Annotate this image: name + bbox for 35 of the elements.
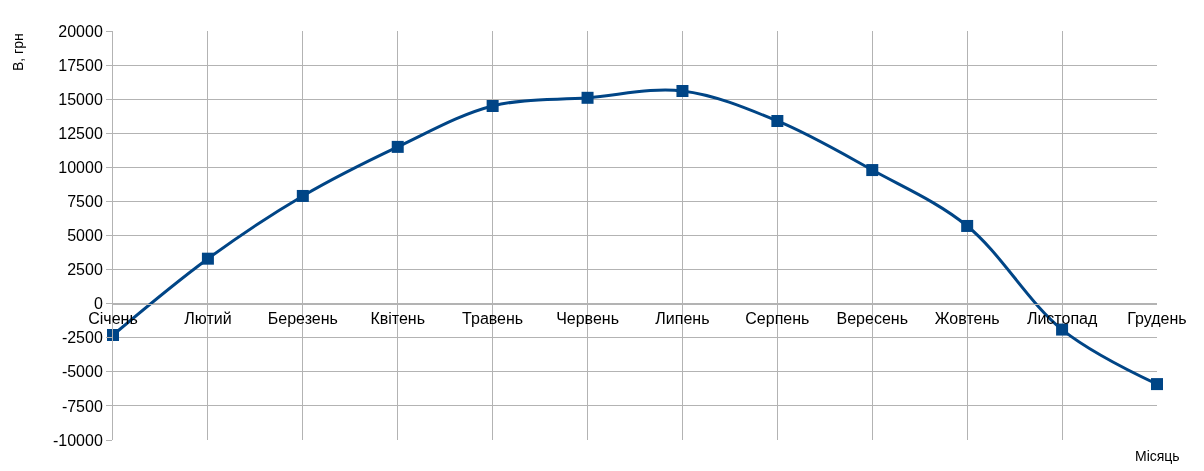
y-tick-label: 5000 — [67, 227, 103, 245]
x-tick-label: Березень — [267, 309, 338, 327]
point — [581, 91, 594, 104]
point — [296, 189, 309, 202]
x-tick-label: Травень — [462, 309, 524, 327]
point — [391, 140, 404, 153]
y-tick-label: 2500 — [67, 261, 103, 279]
y-tick-label: 0 — [93, 295, 103, 313]
y-tick-label: -7500 — [61, 397, 103, 415]
x-tick-label: Червень — [556, 309, 619, 327]
y-tick-label: 17500 — [58, 56, 103, 74]
point — [486, 99, 499, 112]
y-tick-label: -2500 — [61, 329, 103, 347]
point — [676, 84, 689, 97]
x-tick-label: Серпень — [745, 309, 810, 327]
y-tick-label: -10000 — [52, 431, 103, 449]
x-tick-label: Жовтень — [934, 309, 1000, 327]
y-tick-label: 10000 — [58, 158, 103, 176]
y-tick-label: 20000 — [58, 22, 103, 40]
y-tick-label: 12500 — [58, 124, 103, 142]
y-axis-title: В, грн — [10, 33, 26, 71]
point — [201, 252, 214, 265]
y-tick-label: 15000 — [58, 90, 103, 108]
x-tick-label: Квітень — [370, 309, 426, 327]
y-tick-label: 7500 — [67, 193, 103, 211]
point — [1151, 378, 1163, 391]
x-axis-title: Місяць — [1135, 448, 1180, 464]
x-tick-label: Лютий — [184, 309, 232, 327]
y-tick-label: -5000 — [61, 363, 103, 381]
point — [961, 219, 974, 232]
x-tick-label: Липень — [655, 309, 710, 327]
point — [771, 114, 784, 127]
x-tick-label: Вересень — [836, 309, 908, 327]
x-tick-label: Грудень — [1127, 309, 1187, 327]
point — [866, 164, 879, 177]
